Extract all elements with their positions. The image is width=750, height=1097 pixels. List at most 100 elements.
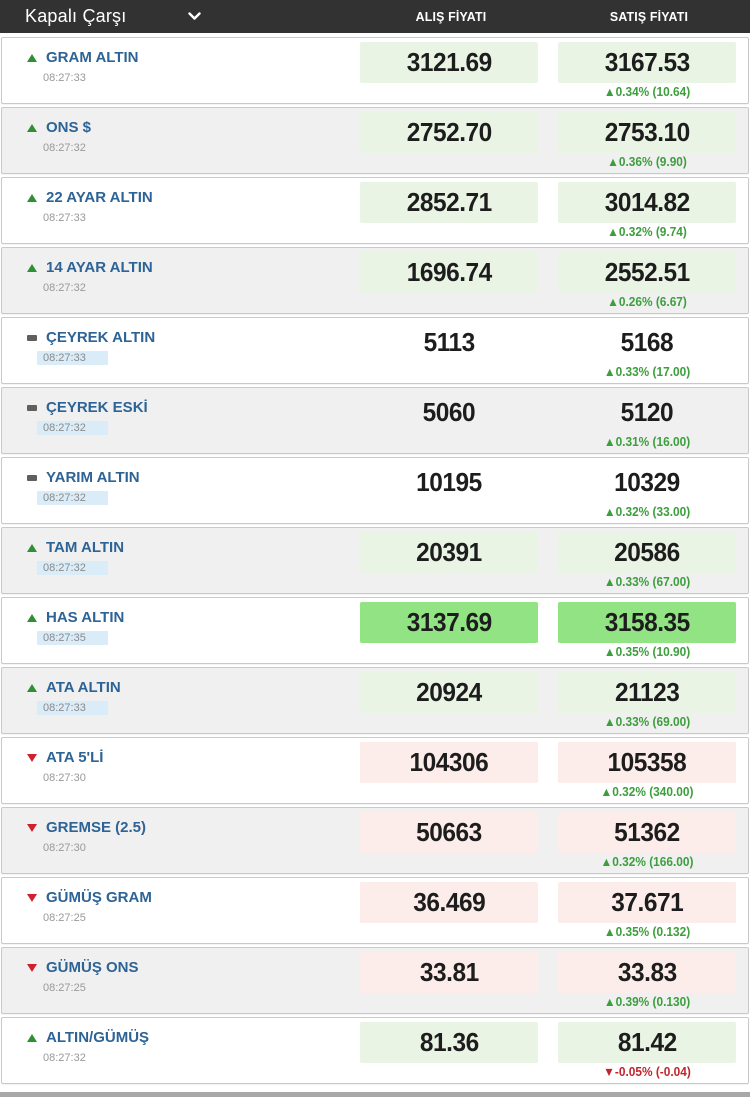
buy-price: 5113 [423,327,475,357]
column-header-sell-price: SATIŞ FİYATI [609,9,689,24]
row-left: 22 AYAR ALTIN 08:27:33 [2,178,360,243]
row-left: ÇEYREK ALTIN 08:27:33 [2,318,360,383]
instrument-name: ATA ALTIN [46,679,121,696]
instrument-name: GÜMÜŞ ONS [46,959,139,976]
price-row[interactable]: HAS ALTIN 08:27:35 3137.69 3158.35 ▲0.35% (1… [1,597,749,664]
sell-price: 81.42 [617,1027,677,1057]
update-time: 08:27:32 [43,142,86,154]
buy-price-box: 50663 [360,812,538,853]
trend-up-icon [27,683,39,692]
instrument-name: GRAM ALTIN [46,49,139,66]
price-row[interactable]: ONS $ 08:27:32 2752.70 2753.10 ▲0.36% (9.90) [1,107,749,174]
buy-price: 5060 [422,397,476,427]
change-percent: ▲0.26% (6.67) [607,295,687,309]
sell-price-cell: 3014.82 ▲0.32% (9.74) [558,178,736,243]
sell-price-box: 81.42 [558,1022,736,1063]
buy-price-box: 20924 [360,672,538,713]
update-time: 08:27:35 [37,631,108,645]
instrument-name: ÇEYREK ALTIN [46,329,156,346]
sell-price-box: 3014.82 [558,182,736,223]
change-percent: ▲0.31% (16.00) [603,435,691,449]
buy-price-box: 2752.70 [360,112,538,153]
price-table: GRAM ALTIN 08:27:33 3121.69 3167.53 ▲0.34% (… [0,33,750,1084]
change-percent: ▲0.35% (0.132) [603,925,691,939]
buy-price-cell: 3137.69 [360,598,538,663]
row-left: ATA ALTIN 08:27:33 [2,668,360,733]
buy-price-cell: 81.36 [360,1018,538,1083]
buy-price-box: 81.36 [360,1022,538,1063]
price-row[interactable]: TAM ALTIN 08:27:32 20391 20586 ▲0.33% (67.00… [1,527,749,594]
market-selector-dropdown[interactable]: Kapalı Çarşı [0,6,362,27]
row-left: GREMSE (2.5) 08:27:30 [2,808,360,873]
sell-price: 105358 [607,747,687,777]
sell-price: 5168 [620,327,674,357]
buy-price-cell: 10195 [360,458,538,523]
trend-up-icon [27,613,39,622]
change-percent: ▼-0.05% (-0.04) [603,1065,691,1079]
price-row[interactable]: GÜMÜŞ GRAM 08:27:25 36.469 37.671 ▲0.35% (0.… [1,877,749,944]
sell-price-box: 20586 [558,532,736,573]
buy-price-cell: 1696.74 [360,248,538,313]
sell-price-box: 3167.53 [558,42,736,83]
name-line: ALTIN/GÜMÜŞ [27,1029,360,1046]
price-row[interactable]: YARIM ALTIN 08:27:32 10195 10329 ▲0.32% (33.… [1,457,749,524]
update-time: 08:27:25 [43,912,86,924]
price-row[interactable]: ALTIN/GÜMÜŞ 08:27:32 81.36 81.42 ▼-0.05% (-0… [1,1017,749,1084]
price-row[interactable]: ATA ALTIN 08:27:33 20924 21123 ▲0.33% (69.00… [1,667,749,734]
sell-price-cell: 5168 ▲0.33% (17.00) [558,318,736,383]
change-percent: ▲0.35% (10.90) [603,645,691,659]
name-line: HAS ALTIN [27,609,360,626]
row-left: HAS ALTIN 08:27:35 [2,598,360,663]
instrument-name: 22 AYAR ALTIN [46,189,153,206]
change-percent: ▲0.33% (67.00) [603,575,691,589]
name-line: ATA ALTIN [27,679,360,696]
trend-down-icon [27,963,39,972]
name-line: ÇEYREK ESKİ [27,399,360,416]
name-line: GREMSE (2.5) [27,819,360,836]
row-left: ALTIN/GÜMÜŞ 08:27:32 [2,1018,360,1083]
row-left: YARIM ALTIN 08:27:32 [2,458,360,523]
sell-price: 3014.82 [604,187,690,217]
price-row[interactable]: ÇEYREK ESKİ 08:27:32 5060 5120 ▲0.31% (16.00… [1,387,749,454]
update-time: 08:27:33 [37,351,108,365]
change-percent: ▲0.33% (17.00) [603,365,691,379]
price-row[interactable]: GREMSE (2.5) 08:27:30 50663 51362 ▲0.32% (16… [1,807,749,874]
change-percent: ▲0.36% (9.90) [607,155,687,169]
buy-price: 81.36 [419,1027,479,1057]
price-row[interactable]: 14 AYAR ALTIN 08:27:32 1696.74 2552.51 ▲0.26… [1,247,749,314]
sell-price-cell: 81.42 ▼-0.05% (-0.04) [558,1018,736,1083]
name-line: 22 AYAR ALTIN [27,189,360,206]
row-left: ONS $ 08:27:32 [2,108,360,173]
buy-price-cell: 20924 [360,668,538,733]
update-time: 08:27:33 [37,701,108,715]
price-row[interactable]: GRAM ALTIN 08:27:33 3121.69 3167.53 ▲0.34% (… [1,37,749,104]
price-row[interactable]: ÇEYREK ALTIN 08:27:33 5113 5168 ▲0.33% (17.0… [1,317,749,384]
chevron-down-icon[interactable] [188,12,202,21]
update-time: 08:27:32 [37,421,108,435]
sell-price: 3167.53 [604,47,690,77]
trend-down-icon [27,753,39,762]
sell-price: 10329 [614,467,680,497]
price-row[interactable]: 22 AYAR ALTIN 08:27:33 2852.71 3014.82 ▲0.32… [1,177,749,244]
buy-price: 20391 [416,537,482,567]
buy-price-cell: 3121.69 [360,38,538,103]
price-row[interactable]: ATA 5'Lİ 08:27:30 104306 105358 ▲0.32% (340.… [1,737,749,804]
row-left: ATA 5'Lİ 08:27:30 [2,738,360,803]
buy-price-cell: 104306 [360,738,538,803]
buy-price: 2852.71 [406,187,492,217]
sell-price: 3158.35 [604,607,690,637]
change-percent: ▲0.39% (0.130) [603,995,691,1009]
buy-price-box: 10195 [360,462,538,503]
buy-price: 2752.70 [406,117,492,147]
update-time: 08:27:32 [43,282,86,294]
trend-flat-icon [27,404,39,411]
change-percent: ▲0.32% (340.00) [600,785,694,799]
buy-price-cell: 50663 [360,808,538,873]
sell-price-box: 2552.51 [558,252,736,293]
instrument-name: 14 AYAR ALTIN [46,259,153,276]
sell-price: 21123 [614,677,680,707]
buy-price: 3121.69 [406,47,492,77]
buy-price-cell: 5060 [360,388,538,453]
price-row[interactable]: GÜMÜŞ ONS 08:27:25 33.81 33.83 ▲0.39% (0.130… [1,947,749,1014]
sell-price: 5120 [620,397,674,427]
